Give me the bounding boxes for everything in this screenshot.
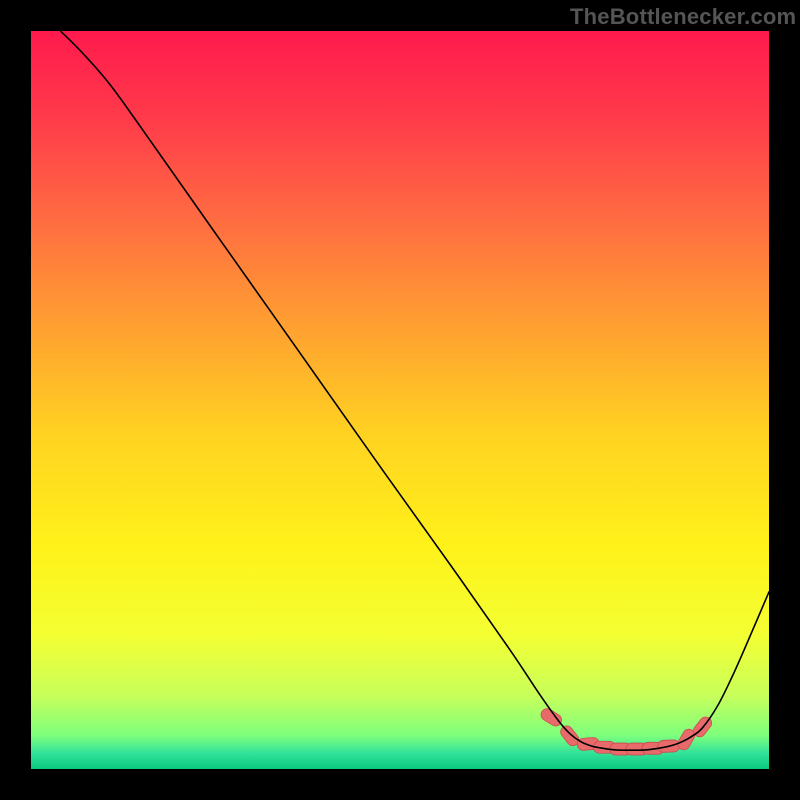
bottleneck-chart: [0, 0, 800, 800]
chart-stage: TheBottlenecker.com: [0, 0, 800, 800]
plot-background: [31, 31, 769, 769]
